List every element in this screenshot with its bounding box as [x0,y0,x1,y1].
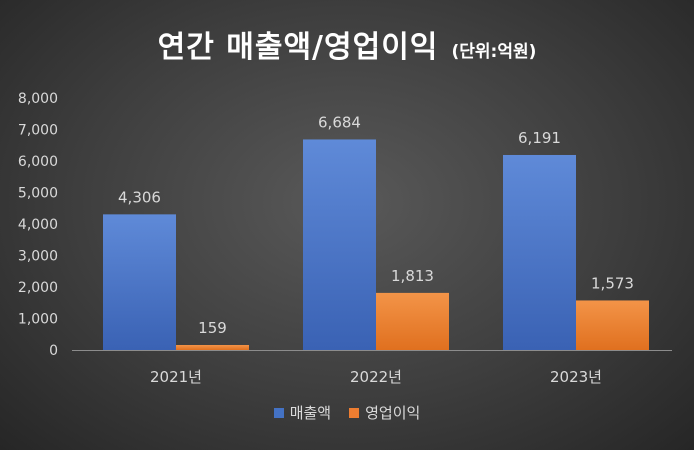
chart-title: 연간 매출액/영업이익 [157,30,439,65]
data-label-revenue-1: 4,306 [118,188,161,206]
data-label-revenue-3: 6,191 [518,129,561,147]
y-tick-label: 6,000 [18,154,58,170]
legend-item-operating-profit: 영업이익 [349,402,420,423]
bars-group [103,139,649,350]
x-tick-label: 2023년 [550,368,602,386]
y-tick-label: 7,000 [18,123,58,139]
data-label-operating-profit-3: 1,573 [591,274,634,292]
y-tick-label: 4,000 [18,217,58,233]
legend: 매출액 영업이익 [0,402,694,423]
legend-item-revenue: 매출액 [273,402,332,423]
data-label-revenue-2: 6,684 [318,113,361,131]
legend-swatch-revenue [273,408,284,418]
y-tick-label: 8,000 [18,91,58,107]
y-tick-label: 2,000 [18,280,58,296]
chart-unit-label: (단위:억원) [451,42,537,62]
bar-operating-profit-1 [176,344,249,350]
bar-revenue-3 [503,154,576,350]
x-tick-label: 2022년 [350,368,402,386]
bar-revenue-1 [103,214,176,350]
y-tick-label: 5,000 [18,186,58,202]
y-axis: 0 1,000 2,000 3,000 4,000 5,000 6,000 7,000 8,00… [18,91,58,359]
data-labels-group: 4,306 159 6,684 1,813 6,191 1,573 [118,113,634,337]
data-label-operating-profit-1: 159 [198,319,227,337]
y-tick-label: 3,000 [18,249,58,265]
bar-operating-profit-2 [376,292,449,350]
x-axis: 2021년 2022년 2023년 [72,350,672,386]
bar-operating-profit-3 [576,300,649,350]
data-label-operating-profit-2: 1,813 [391,267,434,285]
bar-revenue-2 [303,139,376,350]
x-tick-label: 2021년 [150,368,202,386]
y-tick-label: 0 [49,343,58,359]
y-tick-label: 1,000 [18,312,58,328]
legend-swatch-operating-profit [349,408,360,418]
legend-label-revenue: 매출액 [289,404,332,422]
legend-label-operating-profit: 영업이익 [365,404,421,422]
chart-title-block: 연간 매출액/영업이익 (단위:억원) [0,22,694,66]
